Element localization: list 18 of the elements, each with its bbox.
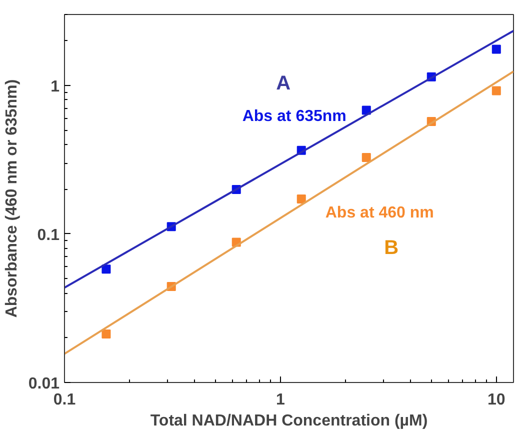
- point: [362, 153, 371, 162]
- series-label: Abs at 460 nm: [325, 204, 434, 222]
- y-axis-title: Absorbance (460 nm or 635nm): [3, 79, 20, 318]
- point: [492, 86, 501, 96]
- point: [102, 330, 111, 339]
- x-tick-label: 1: [276, 392, 285, 408]
- annotation: B: [384, 236, 399, 259]
- y-tick-label: 0.01: [28, 376, 60, 392]
- x-tick-label: 10: [488, 392, 506, 408]
- point: [296, 194, 306, 204]
- point: [492, 44, 501, 54]
- y-tick-label: 0.1: [37, 226, 60, 244]
- point: [102, 264, 111, 274]
- annotation: A: [276, 72, 291, 94]
- series-label: Abs at 635nm: [242, 108, 346, 125]
- x-axis-title: Total NAD/NADH Concentration (µM): [150, 412, 428, 430]
- x-tick-label: 0.1: [53, 392, 76, 408]
- y-tick-label: 1: [50, 78, 60, 96]
